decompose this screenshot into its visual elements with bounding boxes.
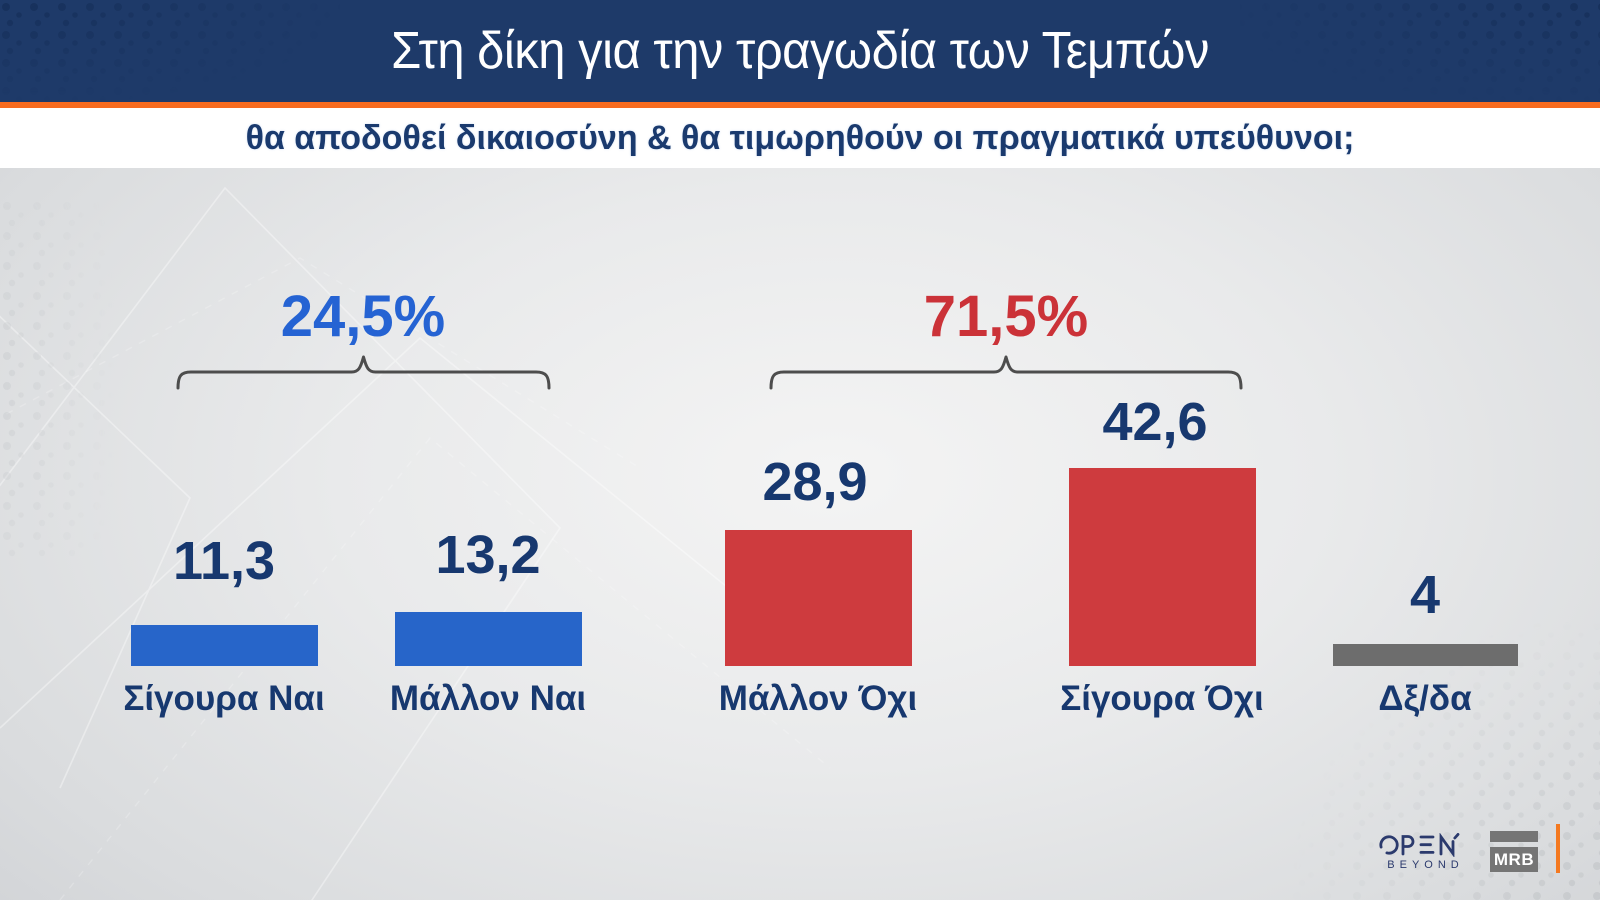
question-band: θα αποδοθεί δικαιοσύνη & θα τιμωρηθούν ο…	[0, 108, 1600, 168]
mrb-logo-bar	[1490, 831, 1538, 842]
question-subtitle: θα αποδοθεί δικαιοσύνη & θα τιμωρηθούν ο…	[245, 118, 1355, 157]
open-logo-icon	[1379, 833, 1460, 857]
bar-label-dxda: Δξ/δα	[1378, 679, 1472, 718]
bar-mallon-ochi	[725, 530, 912, 666]
bar-label-mallon-ochi: Μάλλον Όχι	[718, 679, 918, 718]
bar-sigoura-nai	[131, 625, 318, 666]
bracket-yes-group	[176, 355, 551, 390]
bar-label-sigoura-nai: Σίγουρα Ναι	[123, 679, 325, 718]
bar-label-sigoura-ochi: Σίγουρα Όχι	[1060, 679, 1264, 718]
open-logo: BEYOND	[1378, 833, 1468, 871]
mrb-logo-label: MRB	[1490, 847, 1538, 872]
group-total-yes: 24,5%	[280, 284, 446, 349]
accent-divider	[0, 102, 1600, 108]
bar-value-sigoura-nai: 11,3	[172, 531, 276, 591]
bar-dxda	[1333, 644, 1518, 666]
bar-value-mallon-ochi: 28,9	[762, 452, 868, 512]
open-logo-beyond-label: BEYOND	[1387, 859, 1464, 871]
bar-mallon-nai	[395, 612, 582, 666]
chart-area: 24,5% 71,5% 11,3 Σίγουρα Ναι 13,2 Μάλλον…	[0, 168, 1600, 900]
bar-sigoura-ochi	[1069, 468, 1256, 666]
mrb-logo: MRB	[1490, 831, 1538, 872]
page-title: Στη δίκη για την τραγωδία των Τεμπών	[391, 22, 1209, 80]
bar-value-dxda: 4	[1409, 565, 1441, 625]
bar-value-mallon-nai: 13,2	[435, 525, 541, 585]
header: Στη δίκη για την τραγωδία των Τεμπών	[0, 0, 1600, 102]
bracket-no-group	[769, 355, 1243, 390]
bar-value-sigoura-ochi: 42,6	[1102, 392, 1208, 452]
bar-label-mallon-nai: Μάλλον Ναι	[389, 679, 587, 718]
orange-accent-line	[1556, 824, 1560, 873]
group-total-no: 71,5%	[923, 284, 1089, 349]
